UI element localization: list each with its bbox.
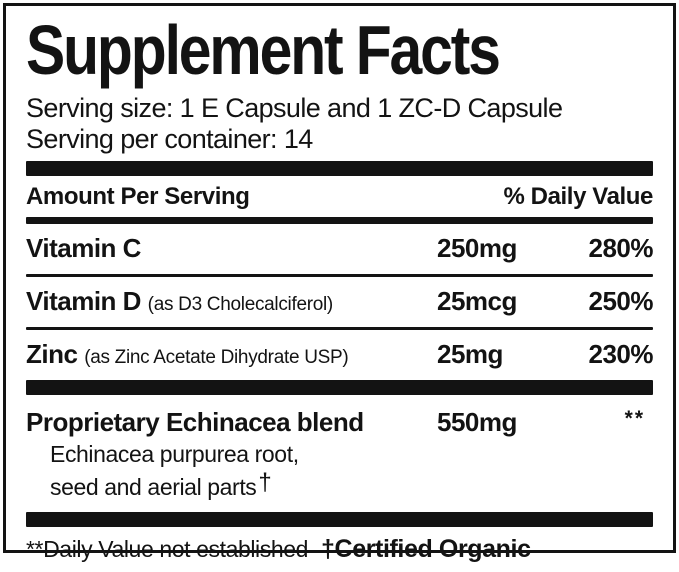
- nutrient-row-zinc: Zinc (as Zinc Acetate Dihydrate USP) 25m…: [26, 330, 654, 380]
- servings-per-container-text: Serving per container: 14: [26, 123, 313, 154]
- nutrient-name: Vitamin D (as D3 Cholecalciferol): [26, 286, 437, 317]
- nutrient-name-text: Vitamin C: [26, 232, 141, 263]
- nutrient-name-text: Zinc: [26, 338, 78, 369]
- nutrient-amount: 250mg: [437, 232, 517, 263]
- daily-value-footnote: **Daily Value not established: [26, 535, 309, 562]
- blend-daily-value-asterisks: **: [624, 406, 645, 430]
- nutrient-amount: 25mg: [437, 338, 503, 369]
- blend-name: Proprietary Echinacea blend: [26, 406, 364, 437]
- divider-heavy-middle: [26, 379, 653, 395]
- nutrient-row-vitamin-d: Vitamin D (as D3 Cholecalciferol) 25mcg …: [26, 277, 654, 327]
- nutrient-daily-value: 280%: [588, 232, 654, 263]
- divider-heavy-bottom: [26, 511, 653, 527]
- daily-value-header: % Daily Value: [503, 182, 653, 210]
- column-header-row: Amount Per Serving % Daily Value: [26, 176, 653, 217]
- blend-amount: 550mg: [437, 406, 517, 437]
- divider-thin: [26, 326, 653, 330]
- proprietary-blend-row: Proprietary Echinacea blend 550mg **: [26, 395, 653, 438]
- divider-heavy-top: [26, 160, 653, 176]
- serving-size-text: Serving size: 1 E Capsule and 1 ZC-D Cap…: [26, 93, 563, 124]
- nutrient-daily-value: 250%: [588, 285, 654, 316]
- nutrient-name-text: Vitamin D: [26, 285, 141, 316]
- nutrient-amount: 25mcg: [437, 285, 517, 316]
- amount-per-serving-header: Amount Per Serving: [26, 182, 250, 210]
- footnote-row: **Daily Value not established †Certified…: [26, 527, 653, 572]
- nutrient-name: Vitamin C: [26, 233, 437, 264]
- blend-description-line1: Echinacea purpurea root,: [50, 440, 299, 467]
- nutrient-detail: (as Zinc Acetate Dihydrate USP): [84, 346, 349, 368]
- divider-thin: [26, 273, 653, 277]
- panel-title: Supplement Facts: [26, 11, 501, 89]
- nutrient-row-vitamin-c: Vitamin C 250mg 280%: [26, 224, 654, 274]
- dagger-symbol: †: [258, 469, 272, 497]
- supplement-facts-panel: Supplement Facts Serving size: 1 E Capsu…: [3, 3, 676, 563]
- certified-organic-footnote: †Certified Organic: [321, 534, 531, 563]
- nutrient-daily-value: 230%: [588, 338, 654, 369]
- nutrient-detail: (as D3 Cholecalciferol): [147, 293, 334, 315]
- divider-medium: [26, 216, 653, 224]
- nutrient-name: Zinc (as Zinc Acetate Dihydrate USP): [26, 339, 437, 370]
- blend-description: Echinacea purpurea root, seed and aerial…: [50, 440, 653, 502]
- blend-description-line2: seed and aerial parts: [50, 474, 257, 501]
